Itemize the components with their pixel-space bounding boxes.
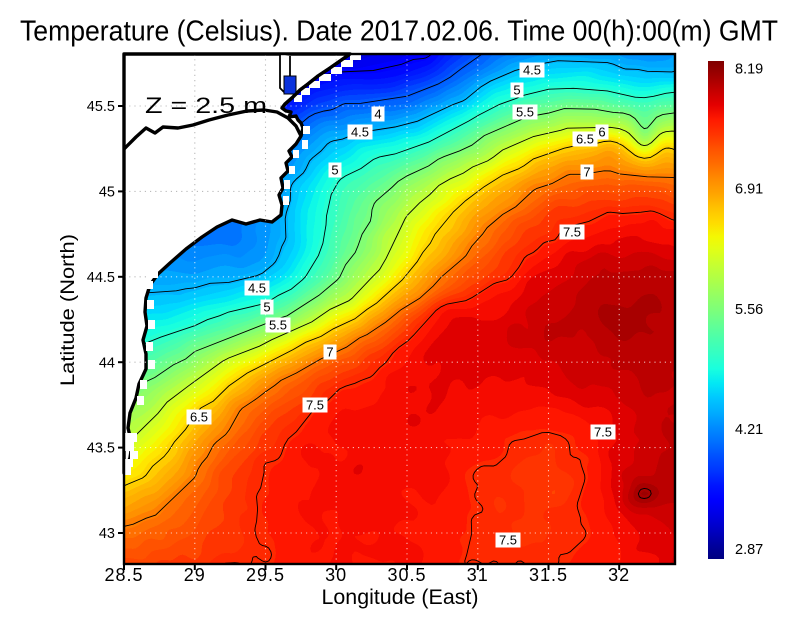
svg-text:8.19: 8.19: [735, 62, 763, 78]
svg-text:6.5: 6.5: [576, 132, 594, 147]
svg-text:43: 43: [99, 526, 115, 542]
svg-text:Latitude (North): Latitude (North): [58, 234, 79, 386]
svg-text:28.5: 28.5: [104, 565, 143, 585]
svg-text:44.5: 44.5: [87, 270, 115, 286]
svg-text:Temperature (Celsius). Date 20: Temperature (Celsius). Date 2017.02.06. …: [20, 16, 778, 48]
svg-text:5.56: 5.56: [735, 302, 763, 318]
svg-text:6.5: 6.5: [190, 410, 208, 425]
svg-text:7.5: 7.5: [563, 225, 581, 240]
svg-text:7: 7: [583, 165, 590, 180]
svg-text:43.5: 43.5: [87, 441, 115, 457]
svg-text:4.5: 4.5: [248, 281, 266, 296]
svg-text:2.87: 2.87: [735, 542, 763, 558]
svg-text:29: 29: [184, 565, 206, 585]
svg-text:5.5: 5.5: [516, 105, 534, 120]
svg-text:5: 5: [263, 300, 270, 315]
svg-text:4.21: 4.21: [735, 422, 763, 438]
svg-text:44: 44: [99, 355, 115, 371]
svg-text:31.5: 31.5: [529, 565, 568, 585]
svg-text:30: 30: [325, 565, 347, 585]
svg-text:45.5: 45.5: [87, 99, 115, 115]
svg-text:Z = 2.5 m: Z = 2.5 m: [145, 93, 267, 118]
svg-text:4.5: 4.5: [523, 63, 541, 78]
svg-text:4: 4: [374, 107, 381, 122]
svg-text:7.5: 7.5: [499, 533, 517, 548]
svg-text:6.91: 6.91: [735, 182, 763, 198]
svg-text:Longitude (East): Longitude (East): [322, 586, 479, 609]
svg-text:29.5: 29.5: [246, 565, 285, 585]
svg-text:7: 7: [326, 345, 333, 360]
svg-text:31: 31: [467, 565, 489, 585]
svg-text:5.5: 5.5: [269, 318, 287, 333]
svg-text:6: 6: [598, 125, 605, 140]
svg-text:7.5: 7.5: [594, 425, 612, 440]
svg-text:5: 5: [513, 83, 520, 98]
svg-text:7.5: 7.5: [306, 398, 324, 413]
svg-text:30.5: 30.5: [387, 565, 426, 585]
svg-text:45: 45: [99, 185, 115, 201]
svg-text:4.5: 4.5: [351, 125, 369, 140]
svg-text:32: 32: [608, 565, 630, 585]
svg-text:5: 5: [331, 163, 338, 178]
